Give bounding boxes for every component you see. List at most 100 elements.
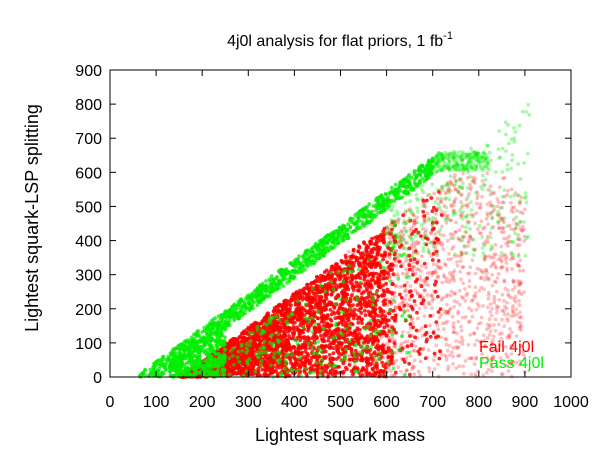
fail-point xyxy=(475,194,480,198)
fail-point xyxy=(280,305,285,310)
fail-point xyxy=(507,334,512,339)
fail-point xyxy=(463,287,467,291)
fail-point xyxy=(346,287,351,292)
fail-point xyxy=(421,347,425,352)
fail-point xyxy=(325,324,330,328)
fail-point xyxy=(363,252,367,257)
fail-point xyxy=(418,274,423,279)
fail-point xyxy=(305,282,309,287)
fail-point xyxy=(436,230,441,235)
fail-point xyxy=(431,270,436,275)
fail-point xyxy=(290,331,295,335)
fail-point xyxy=(484,361,489,365)
fail-point xyxy=(517,298,521,303)
fail-point xyxy=(449,203,453,207)
fail-point xyxy=(306,353,311,358)
fail-point xyxy=(393,283,398,288)
fail-point xyxy=(482,338,487,343)
fail-point xyxy=(379,253,384,258)
fail-point xyxy=(515,243,519,248)
fail-point xyxy=(381,288,386,293)
fail-point xyxy=(456,309,461,314)
fail-point xyxy=(467,306,471,310)
fail-point xyxy=(281,322,286,327)
fail-point xyxy=(469,356,474,361)
fail-point xyxy=(382,240,386,245)
fail-point xyxy=(423,230,428,235)
fail-point xyxy=(498,254,503,259)
fail-point xyxy=(435,219,439,224)
fail-point xyxy=(374,256,378,261)
fail-point xyxy=(488,200,493,205)
fail-point xyxy=(461,364,465,369)
fail-point xyxy=(517,291,521,296)
fail-point xyxy=(466,343,471,347)
fail-point xyxy=(434,320,439,324)
fail-point xyxy=(407,246,412,251)
fail-point xyxy=(411,240,416,245)
fail-point xyxy=(435,323,440,328)
fail-point xyxy=(427,216,431,221)
fail-point xyxy=(393,305,398,310)
fail-point xyxy=(497,185,502,190)
fail-point xyxy=(383,250,387,255)
fail-point xyxy=(411,325,415,330)
fail-point xyxy=(450,350,454,355)
fail-point xyxy=(409,294,414,299)
fail-point xyxy=(359,259,364,263)
fail-point xyxy=(283,298,288,303)
fail-point xyxy=(392,308,397,313)
fail-point xyxy=(433,237,438,242)
fail-point xyxy=(468,187,473,192)
fail-point xyxy=(429,293,434,297)
fail-point xyxy=(468,265,473,270)
fail-point xyxy=(429,270,434,275)
fail-point xyxy=(469,372,474,377)
fail-point xyxy=(470,237,475,242)
fail-point xyxy=(383,350,387,355)
fail-point xyxy=(479,285,484,290)
fail-point xyxy=(341,322,345,327)
fail-point xyxy=(430,272,434,277)
fail-point xyxy=(454,230,458,234)
fail-point xyxy=(509,362,513,366)
fail-point xyxy=(318,279,323,284)
fail-point xyxy=(277,303,281,308)
fail-point xyxy=(431,296,436,301)
fail-point xyxy=(402,303,407,308)
fail-point xyxy=(431,330,436,335)
fail-point xyxy=(488,329,493,334)
fail-point xyxy=(399,369,403,374)
fail-point xyxy=(451,330,456,335)
fail-point xyxy=(459,205,464,210)
fail-point xyxy=(297,332,302,336)
fail-point xyxy=(452,304,456,309)
fail-point xyxy=(509,352,514,356)
fail-point xyxy=(295,325,299,330)
fail-point xyxy=(404,368,409,373)
fail-point xyxy=(336,321,341,326)
fail-point xyxy=(485,234,490,239)
fail-point xyxy=(431,241,436,246)
fail-point xyxy=(486,277,491,282)
fail-point xyxy=(445,293,450,297)
fail-point xyxy=(268,372,273,376)
fail-point xyxy=(439,312,444,317)
fail-point xyxy=(443,320,448,325)
fail-point xyxy=(458,259,463,264)
fail-point xyxy=(346,332,351,337)
fail-point xyxy=(376,294,381,299)
fail-point xyxy=(399,341,404,346)
fail-point xyxy=(475,301,480,306)
pass-point xyxy=(264,279,268,283)
fail-point xyxy=(485,211,490,216)
fail-point xyxy=(408,218,413,223)
fail-point xyxy=(497,226,501,230)
fail-point xyxy=(451,270,455,275)
fail-point xyxy=(500,216,505,221)
fail-point xyxy=(474,357,478,361)
fail-point xyxy=(456,319,461,324)
fail-point xyxy=(410,367,414,371)
fail-point xyxy=(445,180,450,185)
fail-point xyxy=(511,278,516,283)
